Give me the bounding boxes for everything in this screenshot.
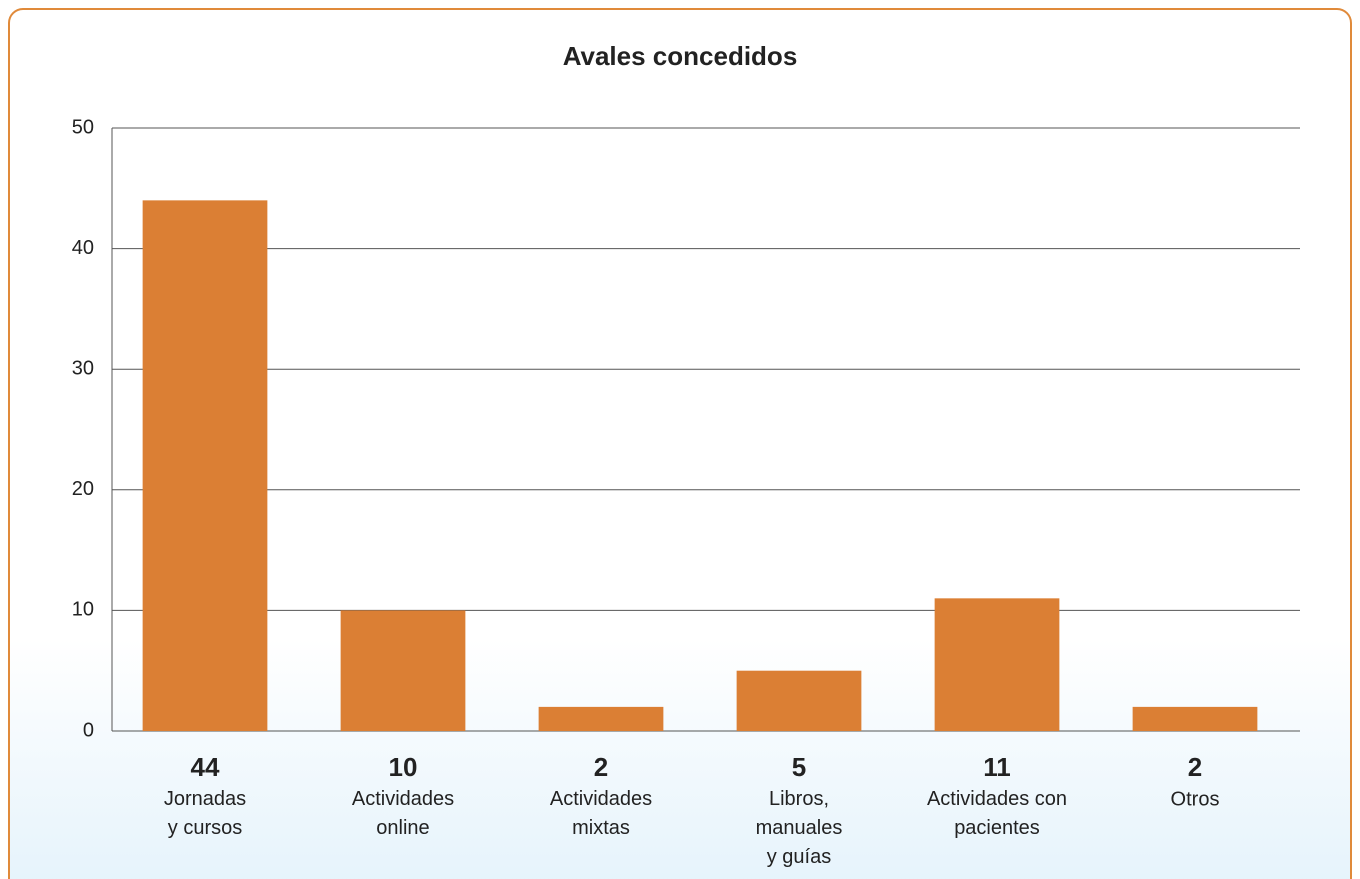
y-tick-label: 40 <box>72 237 94 259</box>
chart-title: Avales concedidos <box>563 41 798 71</box>
value-label: 2 <box>594 752 608 782</box>
value-label: 44 <box>191 752 220 782</box>
bar <box>142 200 268 732</box>
bar <box>1132 706 1258 731</box>
bar <box>538 706 664 731</box>
bar <box>340 610 466 731</box>
x-tick-label: Actividades online <box>352 788 454 839</box>
y-tick-label: 10 <box>72 599 94 621</box>
x-tick-label: Actividades con pacientes <box>927 788 1067 839</box>
y-tick-label: 20 <box>72 478 94 500</box>
x-tick-label: Actividades mixtas <box>550 788 652 839</box>
y-tick-label: 30 <box>72 357 94 379</box>
bar <box>736 670 862 731</box>
value-label: 2 <box>1188 752 1202 782</box>
value-label: 10 <box>389 752 418 782</box>
x-tick-label: Libros, manuales y guías <box>756 788 843 868</box>
bar <box>934 598 1060 731</box>
y-tick-label: 0 <box>83 719 94 741</box>
x-tick-label: Jornadas y cursos <box>164 788 246 839</box>
y-tick-label: 50 <box>72 116 94 138</box>
value-label: 5 <box>792 752 806 782</box>
x-tick-label: Otros <box>1171 788 1220 810</box>
value-label: 11 <box>983 752 1011 782</box>
